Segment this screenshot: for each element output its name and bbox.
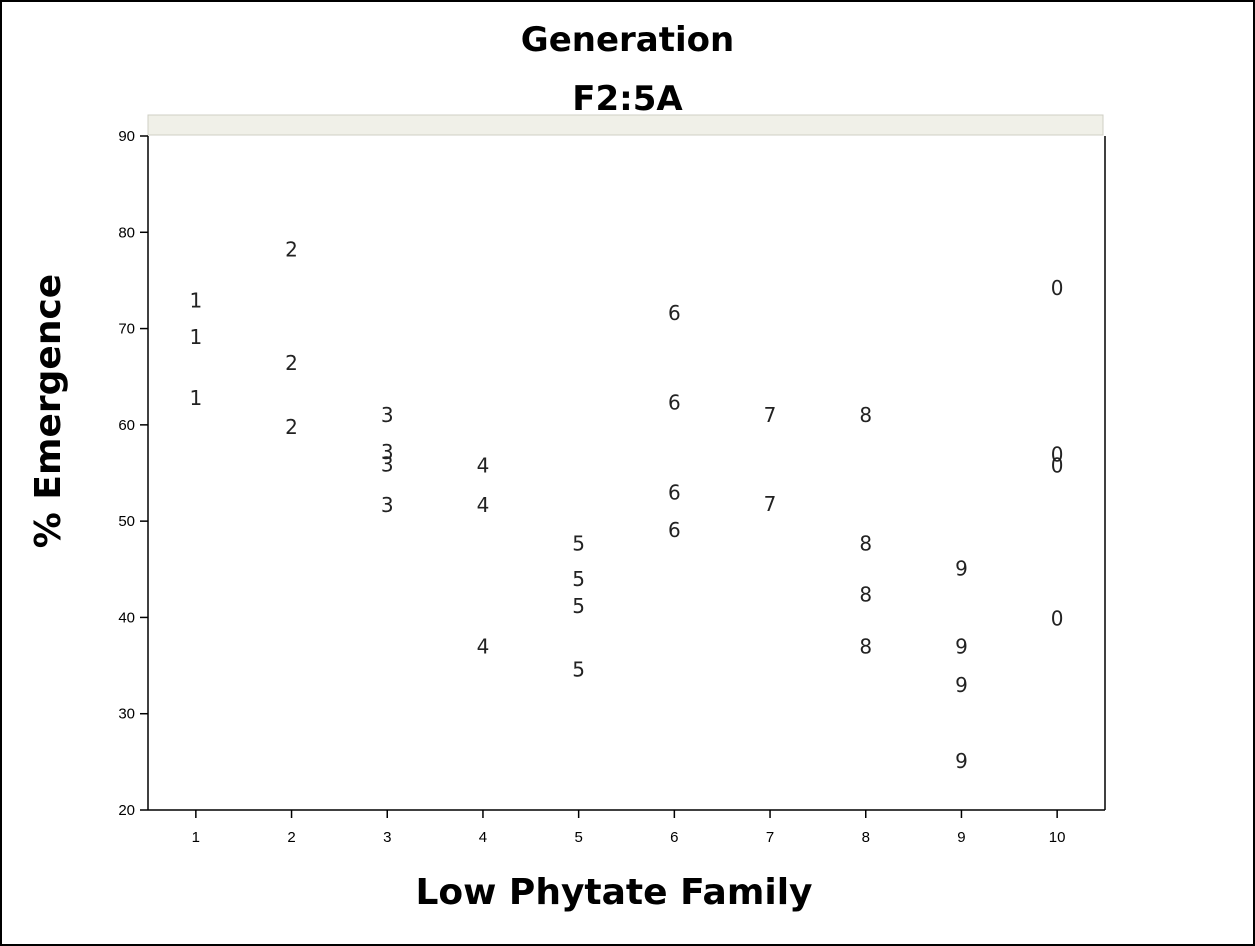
chart-title: Generation xyxy=(520,20,735,60)
data-point: 2 xyxy=(285,415,298,439)
data-point: 4 xyxy=(477,634,490,658)
x-tick-label: 2 xyxy=(287,829,295,846)
x-tick-label: 5 xyxy=(574,829,582,846)
data-point: 2 xyxy=(285,351,298,375)
data-point: 3 xyxy=(381,493,394,517)
x-tick-label: 6 xyxy=(670,829,678,846)
data-point: 3 xyxy=(381,403,394,427)
data-point: 8 xyxy=(859,582,872,606)
data-point: 9 xyxy=(955,556,968,580)
data-point: 6 xyxy=(668,518,681,542)
y-tick-label: 90 xyxy=(118,128,135,145)
x-tick-label: 7 xyxy=(766,829,774,846)
data-point: 9 xyxy=(955,749,968,773)
data-point: 0 xyxy=(1051,276,1064,300)
x-tick-label: 10 xyxy=(1049,829,1066,846)
data-point: 9 xyxy=(955,634,968,658)
plot-header-band xyxy=(147,114,1104,136)
data-point: 4 xyxy=(477,493,490,517)
x-tick-label: 8 xyxy=(862,829,870,846)
data-point: 8 xyxy=(859,531,872,555)
data-point: 0 xyxy=(1051,453,1064,477)
data-point: 9 xyxy=(955,673,968,697)
data-point: 6 xyxy=(668,391,681,415)
data-point: 1 xyxy=(189,325,202,349)
x-tick-label: 3 xyxy=(383,829,391,846)
data-point: 0 xyxy=(1051,443,1064,467)
data-point: 1 xyxy=(189,386,202,410)
y-tick-label: 40 xyxy=(118,609,135,626)
x-axis-title: Low Phytate Family xyxy=(415,872,812,913)
data-point: 3 xyxy=(381,452,394,476)
data-point: 8 xyxy=(859,634,872,658)
data-point: 5 xyxy=(572,531,585,555)
data-point: 6 xyxy=(668,480,681,504)
data-point: 2 xyxy=(285,238,298,262)
chart-subtitle: F2:5A xyxy=(572,79,683,119)
y-axis-title: % Emergence xyxy=(28,274,69,548)
data-point: 3 xyxy=(381,440,394,464)
y-tick-label: 30 xyxy=(118,706,135,723)
y-tick-label: 80 xyxy=(118,224,135,241)
y-tick-label: 70 xyxy=(118,321,135,338)
data-point: 4 xyxy=(477,453,490,477)
y-tick-label: 60 xyxy=(118,417,135,434)
data-point: 8 xyxy=(859,403,872,427)
y-tick-label: 20 xyxy=(118,802,135,819)
axes xyxy=(147,136,1106,811)
data-point: 5 xyxy=(572,594,585,618)
data-point: 5 xyxy=(572,657,585,681)
x-tick-label: 4 xyxy=(479,829,487,846)
x-tick-label: 1 xyxy=(192,829,200,846)
data-point: 7 xyxy=(764,492,777,516)
data-point: 6 xyxy=(668,301,681,325)
x-tick-label: 9 xyxy=(957,829,965,846)
y-tick-label: 50 xyxy=(118,513,135,530)
data-point: 7 xyxy=(764,403,777,427)
data-point: 0 xyxy=(1051,606,1064,630)
data-point: 5 xyxy=(572,567,585,591)
data-point: 1 xyxy=(189,289,202,313)
